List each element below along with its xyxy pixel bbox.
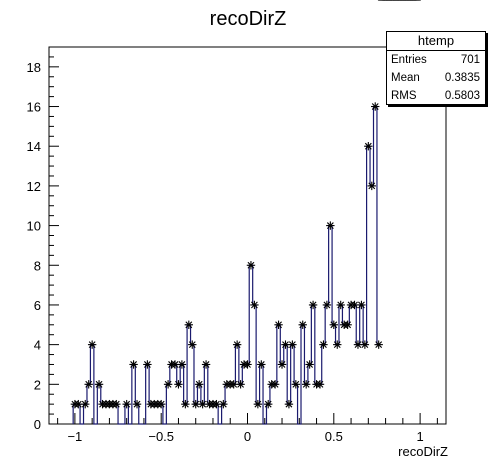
data-marker: [181, 399, 190, 409]
data-marker: [305, 360, 314, 369]
data-marker: [219, 399, 228, 409]
y-tick-label: 16: [27, 100, 41, 115]
data-marker: [177, 360, 187, 369]
data-marker: [315, 380, 325, 389]
y-tick-label: 10: [27, 219, 41, 234]
data-marker: [357, 300, 366, 310]
x-tick-label: −0.5: [148, 429, 174, 444]
x-tick-label: 0.5: [325, 429, 343, 444]
data-marker: [257, 360, 266, 369]
data-marker: [336, 300, 345, 310]
x-tick-label: 1: [416, 429, 423, 444]
data-marker: [250, 300, 259, 310]
stats-mean-row: Mean 0.3835: [387, 69, 485, 87]
data-marker: [367, 181, 376, 191]
data-marker: [343, 320, 352, 329]
data-marker: [246, 261, 256, 270]
data-marker: [132, 399, 142, 409]
y-tick-label: 6: [34, 298, 41, 313]
data-marker: [143, 360, 152, 369]
data-marker: [174, 380, 183, 389]
y-tick-label: 2: [34, 377, 41, 392]
data-marker: [243, 360, 252, 369]
data-marker: [264, 399, 273, 409]
data-marker: [301, 380, 311, 389]
data-marker: [122, 399, 131, 409]
data-marker: [371, 102, 380, 111]
stats-entries-label: Entries: [391, 54, 427, 66]
data-marker: [374, 340, 383, 349]
chart-title: recoDirZ: [209, 8, 287, 30]
data-marker: [322, 300, 332, 310]
data-marker: [236, 380, 245, 389]
data-marker: [274, 320, 283, 329]
data-marker: [112, 399, 121, 409]
data-marker: [308, 300, 318, 310]
data-marker: [319, 340, 328, 349]
x-tick-label: −1: [67, 429, 82, 444]
data-marker: [284, 399, 294, 409]
stats-rms-label: RMS: [391, 90, 417, 102]
stats-box-title: htemp: [387, 32, 485, 51]
data-marker: [129, 360, 138, 369]
data-marker: [288, 340, 297, 349]
data-marker: [194, 380, 204, 389]
data-marker: [291, 380, 301, 389]
data-marker: [84, 380, 93, 389]
data-marker: [184, 320, 194, 329]
y-tick-label: 4: [34, 338, 41, 353]
stats-mean-value: 0.3835: [444, 72, 480, 84]
data-marker: [270, 380, 280, 389]
x-axis-label: recoDirZ: [398, 444, 448, 459]
y-tick-label: 12: [27, 179, 41, 194]
stats-mean-label: Mean: [391, 72, 420, 84]
data-marker: [333, 340, 342, 349]
stats-entries-value: 701: [460, 54, 480, 66]
data-marker: [298, 320, 307, 329]
data-marker: [232, 340, 242, 349]
stats-rms-value: 0.5803: [444, 90, 480, 102]
data-marker: [94, 380, 104, 389]
data-marker: [81, 399, 90, 409]
y-tick-label: 8: [34, 258, 41, 273]
y-tick-label: 14: [27, 139, 41, 154]
data-marker: [364, 142, 373, 151]
data-marker: [87, 340, 97, 349]
data-marker: [253, 399, 263, 409]
stats-box: htemp Entries 701 Mean 0.3835 RMS 0.5803: [386, 31, 486, 105]
data-marker: [277, 360, 287, 369]
x-tick-label: 0: [244, 429, 251, 444]
stats-entries-row: Entries 701: [387, 51, 485, 69]
data-marker: [198, 399, 207, 409]
data-marker: [163, 380, 173, 389]
data-marker: [201, 360, 211, 369]
data-marker: [360, 340, 370, 349]
data-marker: [326, 221, 335, 230]
data-marker: [156, 399, 166, 409]
data-marker: [329, 320, 339, 329]
data-marker: [188, 340, 197, 349]
y-tick-label: 18: [27, 60, 41, 75]
histogram-outline: [72, 105, 381, 425]
stats-rms-row: RMS 0.5803: [387, 87, 485, 105]
y-tick-label: 0: [34, 417, 41, 432]
